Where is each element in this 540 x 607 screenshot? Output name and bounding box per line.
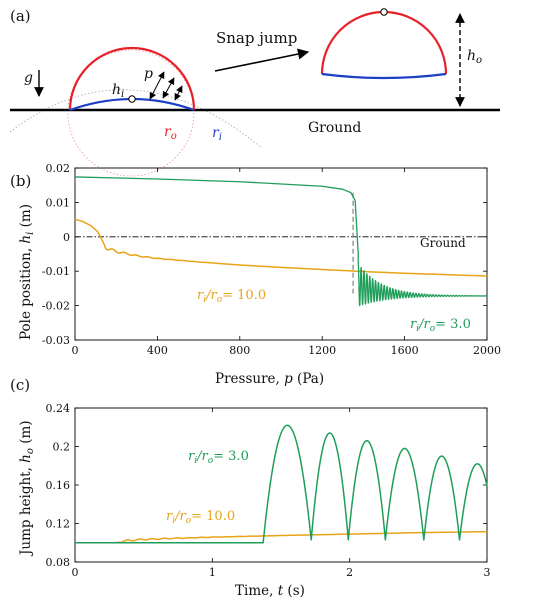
c-ytick-label: 0.2	[53, 441, 71, 454]
b-xtick-label: 1200	[308, 344, 336, 357]
series-label-ratio-3: ri/ro= 3.0	[188, 449, 249, 466]
c-ytick-label: 0.24	[46, 402, 71, 415]
outer-radius-label: ro	[164, 124, 177, 142]
panel-b-chart: (b) 0 400 800 1200 1600 2000-0.03-0.02-0.0100…	[10, 162, 501, 387]
panel-c-ylabel: Jump height, ho (m)	[18, 420, 36, 557]
c-ytick-label: 0.16	[46, 479, 71, 492]
ground-level-label: Ground	[420, 236, 466, 250]
b-xtick-label: 800	[229, 344, 250, 357]
panel-c-label: (c)	[10, 376, 30, 394]
panel-c-xlabel: Time, t (s)	[235, 583, 305, 599]
inner-radius-label: ri	[212, 125, 222, 143]
pressure-arrow	[162, 77, 175, 99]
pole-marker	[128, 95, 136, 103]
jump-height-label: ho	[467, 48, 482, 66]
c-xtick-label: 0	[72, 566, 79, 579]
b-xtick-label: 2000	[473, 344, 501, 357]
panel-a-label: (a)	[10, 7, 31, 25]
b-xtick-label: 400	[147, 344, 168, 357]
panel-b-label: (b)	[10, 172, 31, 190]
outer-radius-circle	[67, 49, 195, 177]
panel-b-plot-area: 0 400 800 1200 1600 2000 -0.03 -0.02 -0.01 0 0.01 0…	[42, 162, 501, 357]
series-label-ratio-10: ri/ro= 10.0	[166, 509, 235, 526]
b-xtick-label: 0	[72, 344, 79, 357]
series-label-ratio-3: ri/ro= 3.0	[410, 317, 471, 334]
series-label-ratio-10: ri/ro= 10.0	[197, 288, 266, 305]
c-xtick-label: 3	[484, 566, 491, 579]
series-line-ratio-3	[74, 176, 488, 307]
b-xtick-label: 1600	[391, 344, 419, 357]
panel-c-plot-area: 0 1 2 3 0.08 0.12 0.16 0.2 0.24	[46, 402, 491, 579]
panel-b-xlabel: Pressure, p (Pa)	[215, 371, 324, 387]
jumped-pole-marker	[380, 8, 388, 16]
b-ytick-label: -0.03	[42, 334, 70, 347]
inner-pole-label: hi	[112, 82, 124, 100]
series-line-ratio-10	[74, 218, 488, 277]
panel-c-chart: (c) 0 1 2 30.080.120.160.20.24 Time, t (s) …	[10, 376, 491, 599]
inner-radius-arc	[9, 89, 263, 149]
c-ytick-label: 0.12	[46, 518, 71, 531]
ground-label: Ground	[308, 120, 361, 136]
jumped-outer-shell	[320, 10, 448, 75]
snap-jump-label: Snap jump	[216, 29, 297, 47]
c-xtick-label: 1	[209, 566, 216, 579]
b-ytick-label: -0.02	[42, 300, 70, 313]
panel-a-schematic: (a) p hi g ro ri Snap jump ho Ground	[9, 7, 500, 177]
b-axes-frame	[74, 167, 488, 341]
b-ytick-label: 0.02	[46, 162, 71, 175]
b-ytick-label: -0.01	[42, 265, 70, 278]
pressure-label: p	[144, 66, 153, 82]
b-ytick-label: 0.01	[46, 196, 71, 209]
b-ytick-label: 0	[63, 231, 70, 244]
snap-jump-arrow	[214, 48, 310, 72]
c-ytick-label: 0.08	[46, 556, 71, 569]
jumped-inner-shell	[321, 72, 447, 80]
pressure-arrow	[149, 71, 165, 100]
panel-b-ylabel: Pole position, hi (m)	[18, 204, 36, 340]
c-axes-frame	[74, 407, 488, 563]
series-line-ratio-3	[75, 424, 488, 544]
c-xtick-label: 2	[346, 566, 353, 579]
pressure-arrow	[174, 85, 183, 101]
gravity-label: g	[24, 70, 33, 86]
outer-shell	[68, 46, 196, 111]
